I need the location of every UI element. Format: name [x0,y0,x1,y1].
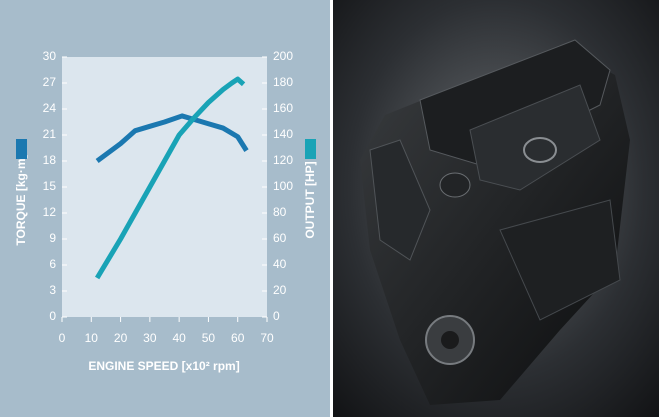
legend-key [305,139,316,159]
x-axis-title: ENGINE SPEED [x10² rpm] [88,359,239,373]
y2-tick-label: 120 [273,153,293,167]
y2-tick-label: 60 [273,231,287,245]
x-tick-label: 10 [85,331,99,345]
y2-tick-label: 100 [273,179,293,193]
y2-tick-label: 80 [273,205,287,219]
y2-tick-label: 40 [273,257,287,271]
y-tick-label: 6 [49,257,56,271]
y-tick-label: 3 [49,283,56,297]
plot-area [62,57,267,317]
y2-tick-label: 0 [273,309,280,323]
x-tick-label: 70 [260,331,274,345]
x-tick-label: 50 [202,331,216,345]
series-line [95,113,249,164]
y-tick-label: 0 [49,309,56,323]
y-tick-label: 15 [43,179,57,193]
y-tick-label: 18 [43,153,57,167]
divider [330,0,333,417]
y-tick-label: 21 [43,127,57,141]
x-tick-label: 0 [59,331,66,345]
engine-photo [333,0,659,417]
y-tick-label: 27 [43,75,57,89]
x-tick-label: 60 [231,331,245,345]
series-line [94,76,246,280]
y-tick-label: 24 [43,101,57,115]
y-tick-label: 12 [43,205,57,219]
y-axis-title: TORQUE [kg·m] [14,154,28,245]
legend-key [16,139,27,159]
x-tick-label: 40 [172,331,186,345]
y2-axis-title: OUTPUT [HP] [303,161,317,238]
y-tick-label: 9 [49,231,56,245]
y2-tick-label: 160 [273,101,293,115]
y2-tick-label: 20 [273,283,287,297]
x-tick-label: 20 [114,331,128,345]
y2-tick-label: 140 [273,127,293,141]
y2-tick-label: 180 [273,75,293,89]
x-tick-label: 30 [143,331,157,345]
y-tick-label: 30 [43,49,57,63]
y2-tick-label: 200 [273,49,293,63]
